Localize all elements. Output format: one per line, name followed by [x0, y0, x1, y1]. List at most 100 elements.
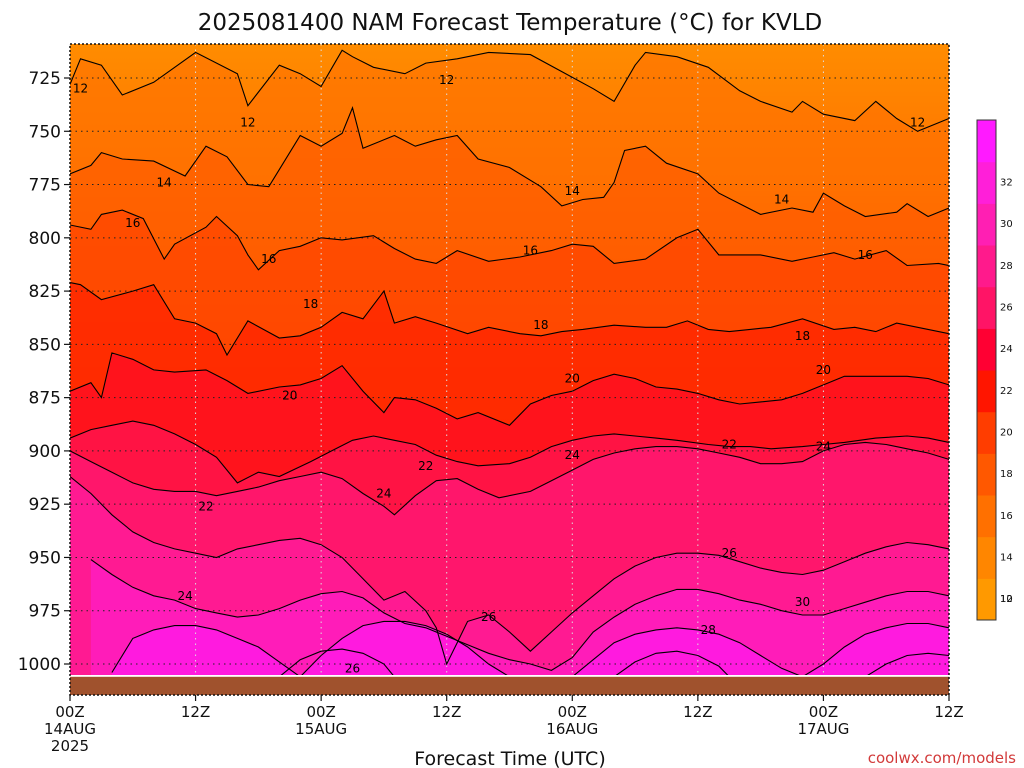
colorbar-label: 24	[1000, 344, 1013, 355]
contour-16	[70, 209, 949, 271]
x-tick-label: 12Z	[683, 703, 712, 721]
colorbar-label: 16	[1000, 511, 1013, 522]
colorbar-segment	[977, 245, 996, 288]
contour-label: 22	[198, 499, 213, 513]
contour-labels: 12 12 12 12 14 14 14 16 16 16 16 18 18 18 20 20 20 22 22 22…	[73, 73, 925, 675]
contour-label: 14	[565, 184, 580, 198]
credit-text: coolwx.com/models	[868, 749, 1016, 767]
y-tick-label: 775	[29, 176, 61, 196]
contour-label: 16	[523, 244, 538, 258]
colorbar-label: 30	[1000, 219, 1013, 230]
contour-30	[111, 620, 949, 675]
contour-14	[70, 106, 949, 218]
colorbar-segment	[977, 411, 996, 454]
contour-22	[70, 420, 949, 484]
y-tick-label: 750	[29, 122, 61, 142]
colorbar-frame	[976, 119, 997, 621]
contour-label: 24	[177, 589, 192, 603]
x-tick-label: 00Z	[558, 703, 587, 721]
contour-label: 24	[565, 448, 580, 462]
contour-label: 14	[774, 193, 789, 207]
contour-label: 16	[261, 252, 276, 266]
colorbar-segment	[977, 120, 996, 163]
x-tick-label: 12Z	[934, 703, 963, 721]
contour-label: 20	[565, 372, 580, 386]
chart-title: 2025081400 NAM Forecast Temperature (°C)…	[198, 10, 822, 36]
x-tick-label: 00Z	[306, 703, 335, 721]
colorbar-segment	[977, 370, 996, 413]
y-tick-label: 825	[29, 282, 61, 302]
plot-frame	[69, 43, 950, 696]
contour-label: 26	[345, 661, 360, 675]
colorbar-segment	[977, 578, 996, 621]
contour-label: 20	[282, 389, 297, 403]
colorbar-label: 12	[1000, 594, 1013, 605]
contour-24	[70, 441, 949, 516]
x-tick-label: 17AUG	[797, 720, 849, 738]
y-tick-label: 900	[29, 442, 61, 462]
colorbar-label: 32	[1000, 178, 1013, 189]
x-axis-label: Forecast Time (UTC)	[414, 748, 605, 768]
y-axis-ticks: 725 750 775 800 825 850 875 900 925 950 975 1000	[18, 69, 70, 675]
y-tick-label: 950	[29, 549, 61, 569]
contour-label: 12	[240, 116, 255, 130]
x-tick-label: 2025	[51, 737, 89, 755]
contour-label: 22	[722, 438, 737, 452]
colorbar-label: 18	[1000, 469, 1013, 480]
colorbar-label: 10	[1000, 594, 1013, 605]
contour-label: 18	[533, 318, 548, 332]
colorbar-label: 20	[1000, 428, 1013, 439]
colorbar-label: 28	[1000, 261, 1013, 272]
contour-label: 12	[439, 73, 454, 87]
contour-label: 24	[816, 440, 831, 454]
x-tick-label: 00Z	[809, 703, 838, 721]
colorbar-segment	[977, 536, 996, 579]
contour-label: 24	[376, 487, 391, 501]
contour-12	[70, 49, 949, 132]
contour-26	[70, 476, 949, 666]
x-tick-label: 14AUG	[44, 720, 96, 738]
contour-label: 22	[418, 459, 433, 473]
contour-label: 18	[795, 329, 810, 343]
colorbar-segment	[977, 495, 996, 538]
y-tick-label: 850	[29, 335, 61, 355]
x-tick-label: 16AUG	[546, 720, 598, 738]
x-tick-label: 15AUG	[295, 720, 347, 738]
colorbar-label: 14	[1000, 553, 1013, 564]
contour-label: 30	[795, 595, 810, 609]
fill-above-30	[111, 621, 949, 675]
contour-28	[90, 559, 949, 671]
y-tick-label: 875	[29, 389, 61, 409]
colorbar-label: 26	[1000, 303, 1013, 314]
contour-label: 28	[701, 623, 716, 637]
y-tick-label: 725	[29, 69, 61, 89]
contour-label: 12	[910, 116, 925, 130]
colorbar-segment	[977, 453, 996, 496]
colorbar-label: 22	[1000, 386, 1013, 397]
colorbar-segment	[977, 286, 996, 329]
contour-label: 26	[722, 546, 737, 560]
temperature-fills	[70, 50, 949, 675]
colorbar-segment	[977, 328, 996, 371]
x-tick-label: 12Z	[432, 703, 461, 721]
y-tick-label: 800	[29, 229, 61, 249]
contour-label: 26	[481, 610, 496, 624]
plot-area: 12 12 12 12 14 14 14 16 16 16 16 18 18 18 20 20 20 22 22 22…	[69, 43, 950, 696]
y-tick-label: 975	[29, 602, 61, 622]
contour-label: 18	[303, 297, 318, 311]
contour-lines	[70, 49, 949, 675]
x-tick-label: 00Z	[55, 703, 84, 721]
contour-label: 20	[816, 363, 831, 377]
contour-20	[70, 352, 949, 426]
y-tick-label: 925	[29, 495, 61, 515]
contour-label: 16	[125, 216, 140, 230]
contour-label: 12	[73, 82, 88, 96]
contour-label: 16	[858, 248, 873, 262]
contour-32	[280, 648, 949, 675]
contour-label: 14	[157, 175, 172, 189]
colorbar-segment	[977, 203, 996, 246]
y-tick-label: 1000	[18, 655, 61, 675]
